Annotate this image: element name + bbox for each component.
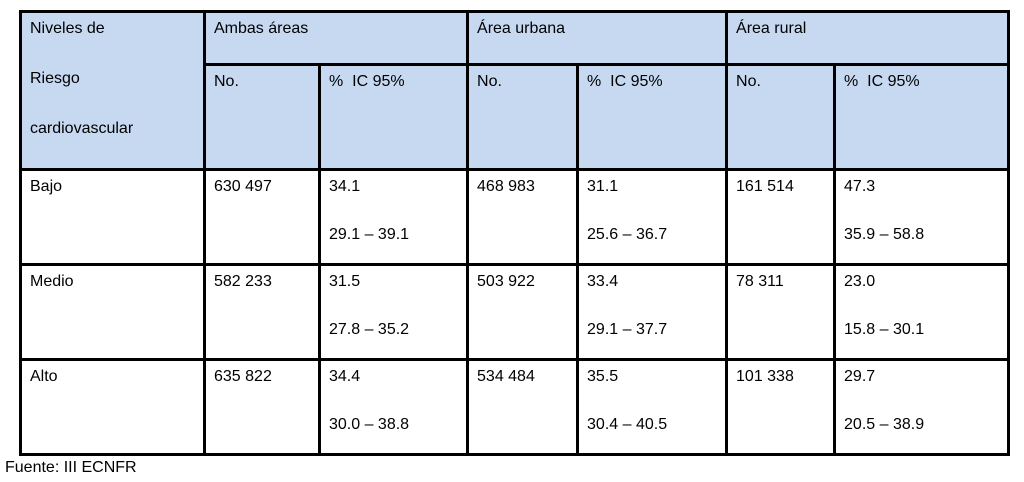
ci-range: 29.1 – 37.7 [587,321,668,338]
subheader-rural-pct-ic: % IC 95% [833,63,1011,171]
corner-header-line: cardiovascular [30,120,134,137]
cell-bajo-urbana-no: 468 983 [466,168,580,266]
subheader-ambas-no: No. [203,63,321,171]
group-header-ambas-areas: Ambas áreas [202,10,470,66]
subheader-rural-no: No. [725,63,837,171]
cell-alto-rural-pct: 29.7 20.5 – 38.9 [833,358,1011,456]
group-header-area-urbana: Área urbana [466,10,729,66]
group-header-area-rural: Área rural [725,10,1011,66]
row-label-medio: Medio [19,263,206,361]
pct-value: 34.1 [329,178,361,195]
cell-alto-urbana-pct: 35.5 30.4 – 40.5 [576,358,729,456]
ci-range: 25.6 – 36.7 [587,226,668,243]
source-note: Fuente: III ECNFR [5,459,137,476]
table-group-header-row: Niveles de Riesgo cardiovascular Ambas á… [19,10,1011,171]
cardiovascular-risk-table: Niveles de Riesgo cardiovascular Ambas á… [19,10,1011,456]
cell-bajo-urbana-pct: 31.1 25.6 – 36.7 [576,168,729,266]
table-row-bajo: Bajo 630 497 34.1 29.1 – 39.1 468 983 31… [19,168,1011,266]
cell-alto-urbana-no: 534 484 [466,358,580,456]
cell-alto-rural-no: 101 338 [725,358,837,456]
cell-bajo-ambas-no: 630 497 [203,168,321,266]
corner-header-line: Riesgo [30,70,80,87]
cell-bajo-ambas-pct: 34.1 29.1 – 39.1 [317,168,470,266]
pct-value: 31.1 [587,178,619,195]
cell-medio-rural-pct: 23.0 15.8 – 30.1 [833,263,1011,361]
cell-alto-ambas-no: 635 822 [203,358,321,456]
ci-range: 30.4 – 40.5 [587,416,668,433]
ci-range: 20.5 – 38.9 [844,416,925,433]
pct-value: 35.5 [587,368,619,385]
corner-header-niveles-riesgo: Niveles de Riesgo cardiovascular [19,10,206,171]
pct-value: 47.3 [844,178,876,195]
row-label-alto: Alto [19,358,206,456]
pct-value: 34.4 [329,368,361,385]
cell-medio-ambas-no: 582 233 [203,263,321,361]
table-row-medio: Medio 582 233 31.5 27.8 – 35.2 503 922 3… [19,263,1011,361]
cell-medio-urbana-no: 503 922 [466,263,580,361]
cell-medio-rural-no: 78 311 [725,263,837,361]
pct-value: 23.0 [844,273,876,290]
subheader-ambas-pct-ic: % IC 95% [317,63,470,171]
cell-alto-ambas-pct: 34.4 30.0 – 38.8 [317,358,470,456]
ci-range: 29.1 – 39.1 [329,226,410,243]
pct-value: 33.4 [587,273,619,290]
ci-range: 30.0 – 38.8 [329,416,410,433]
cell-medio-urbana-pct: 33.4 29.1 – 37.7 [576,263,729,361]
subheader-urbana-pct-ic: % IC 95% [576,63,729,171]
cell-medio-ambas-pct: 31.5 27.8 – 35.2 [317,263,470,361]
corner-header-line: Niveles de [30,20,105,37]
ci-range: 35.9 – 58.8 [844,226,925,243]
document-page: Niveles de Riesgo cardiovascular Ambas á… [0,10,1024,482]
table-row-alto: Alto 635 822 34.4 30.0 – 38.8 534 484 35… [19,358,1011,456]
ci-range: 27.8 – 35.2 [329,321,410,338]
pct-value: 29.7 [844,368,876,385]
row-label-bajo: Bajo [19,168,206,266]
subheader-urbana-no: No. [466,63,580,171]
cell-bajo-rural-no: 161 514 [725,168,837,266]
ci-range: 15.8 – 30.1 [844,321,925,338]
table-subheader-row: No. % IC 95% No. % IC 95% No. % IC 95% [21,63,1011,171]
cell-bajo-rural-pct: 47.3 35.9 – 58.8 [833,168,1011,266]
pct-value: 31.5 [329,273,361,290]
